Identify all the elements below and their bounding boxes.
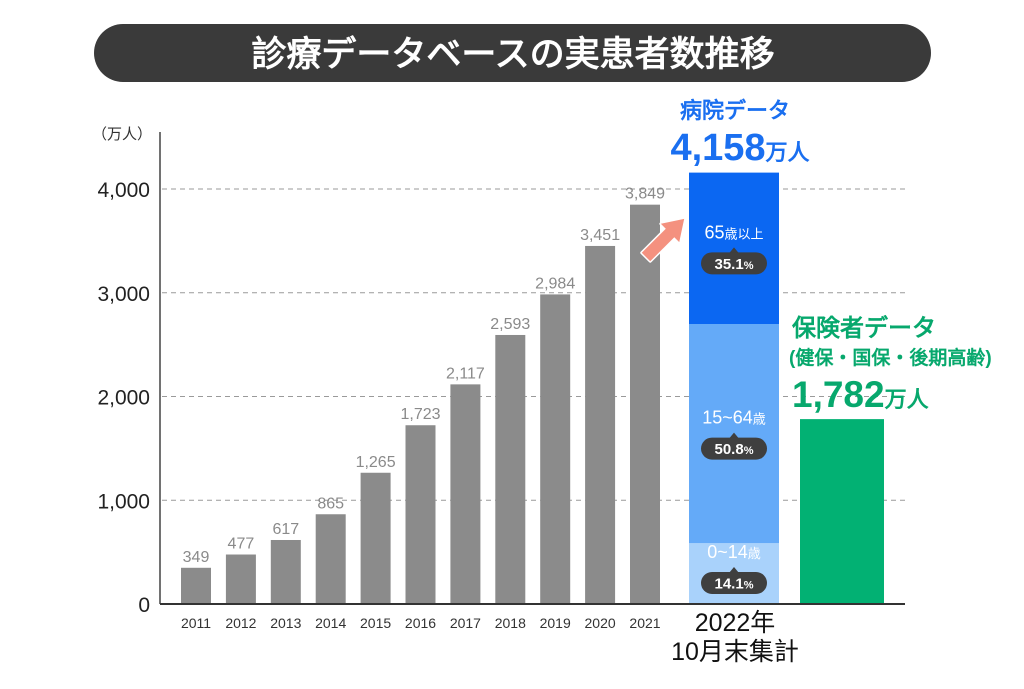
hospital-total-value: 4,158 (670, 127, 765, 169)
bar-2021 (630, 204, 660, 604)
hospital-data-label: 病院データ (680, 98, 790, 123)
y-axis-unit-label: （万人） (92, 126, 152, 143)
badge-background (701, 572, 767, 594)
y-tick-label: 2,000 (97, 387, 150, 410)
bar-labels: 349 2011 477 2012 617 2013 865 2014 1,265 2015 1,7… (181, 186, 767, 631)
bars (181, 172, 884, 605)
badge-background (701, 252, 767, 275)
gridlines (162, 188, 905, 501)
bar-2011 (181, 567, 211, 604)
bar-2020 (585, 245, 616, 605)
insurer-total-value: 1,782 (792, 374, 885, 415)
x-tick-label-2014: 2014 (315, 615, 346, 631)
hospital-total-unit: 万人 (765, 140, 810, 165)
y-tick-label: 1,000 (97, 490, 150, 513)
percent-sign: % (744, 260, 754, 272)
value-label-2015: 1,265 (356, 454, 396, 471)
share-value: 14.1 (715, 576, 744, 593)
period-label-date: 10月末集計 (671, 638, 799, 666)
age-group-label-15-64: 15~64歳 (702, 408, 766, 428)
share-label: 35.1% (715, 256, 754, 273)
badge-pointer (729, 247, 739, 254)
age-group-label-0-14: 0~14歳 (707, 542, 761, 562)
age-range: 65 (704, 222, 724, 242)
share-label: 14.1% (715, 576, 754, 593)
value-label-2012: 477 (228, 536, 255, 553)
insurer-data-sublabel: (健保・国保・後期高齢) (789, 346, 992, 369)
bar-2013 (270, 539, 301, 604)
badge-background (701, 437, 767, 460)
value-label-2017: 2,117 (446, 365, 485, 382)
bar-2015 (360, 472, 391, 604)
insurer-bar (800, 419, 884, 604)
x-tick-label-2016: 2016 (405, 615, 436, 631)
value-label-2018: 2,593 (490, 316, 530, 333)
share-value: 50.8 (715, 441, 744, 458)
value-label-2013: 617 (272, 521, 299, 538)
age-suffix: 歳 (753, 412, 766, 427)
value-label-2021: 3,849 (625, 186, 665, 203)
age-range: 15~64 (702, 408, 753, 428)
x-tick-label-2015: 2015 (360, 615, 391, 631)
x-tick-label-2018: 2018 (495, 615, 526, 631)
x-tick-label-2017: 2017 (450, 615, 481, 631)
insurer-data-label: 保険者データ (791, 314, 936, 342)
x-tick-label-2011: 2011 (181, 615, 211, 631)
value-label-2016: 1,723 (400, 406, 440, 423)
bar-2017 (450, 384, 481, 604)
bar-2014 (315, 514, 346, 604)
percent-sign: % (744, 580, 754, 592)
badge-pointer (729, 567, 739, 573)
hospital-total-label: 4,158万人 (670, 127, 809, 169)
arrow-shape (640, 217, 686, 263)
bar-2019 (540, 294, 571, 604)
growth-arrow-icon (640, 217, 686, 263)
period-label-year: 2022年 (695, 609, 776, 637)
share-badge-15-64: 50.8% (701, 432, 767, 460)
percent-sign: % (744, 445, 754, 457)
age-range: 0~14 (707, 542, 748, 562)
y-tick-label: 3,000 (97, 283, 150, 306)
bar-2012 (225, 554, 256, 604)
y-tick-label: 4,000 (97, 179, 150, 202)
value-label-2011: 349 (183, 549, 210, 566)
title-banner: 診療データベースの実患者数推移 (94, 24, 931, 82)
age-suffix: 歳 (748, 546, 761, 561)
share-badge-0-14: 14.1% (701, 567, 767, 594)
share-label: 50.8% (715, 441, 754, 458)
value-label-2014: 865 (317, 495, 344, 512)
chart-title: 診療データベースの実患者数推移 (251, 34, 774, 74)
insurer-total-label: 1,782万人 (792, 374, 929, 415)
x-tick-label-2020: 2020 (585, 615, 616, 631)
age-group-label-65-plus: 65歳以上 (704, 222, 763, 242)
x-tick-label-2012: 2012 (225, 615, 256, 631)
axes: 0 1,000 2,000 3,000 4,000 (97, 131, 905, 617)
value-label-2019: 2,984 (535, 275, 575, 292)
x-tick-label-2021: 2021 (629, 615, 660, 631)
bar-2018 (495, 334, 526, 604)
x-tick-label-2019: 2019 (540, 615, 571, 631)
x-tick-label-2013: 2013 (270, 615, 301, 631)
insurer-total-unit: 万人 (884, 387, 929, 412)
title-background (94, 24, 931, 82)
share-badge-65-plus: 35.1% (701, 247, 767, 275)
y-tick-label: 0 (138, 594, 150, 617)
bar-2016 (405, 425, 436, 604)
share-value: 35.1 (715, 256, 744, 273)
badge-pointer (729, 432, 739, 439)
value-label-2020: 3,451 (580, 227, 620, 244)
age-suffix: 歳以上 (725, 226, 764, 241)
